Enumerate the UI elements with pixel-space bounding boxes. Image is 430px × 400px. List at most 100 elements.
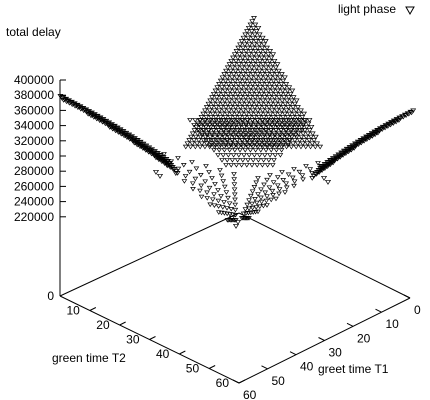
data-point <box>276 85 283 91</box>
data-point <box>299 128 305 133</box>
data-point <box>202 134 209 140</box>
data-point <box>255 52 262 58</box>
data-point <box>250 62 257 67</box>
data-point <box>210 101 217 107</box>
data-point <box>188 134 194 140</box>
data-point <box>264 108 271 114</box>
data-point <box>274 175 281 180</box>
data-point <box>296 111 303 117</box>
data-point <box>228 206 235 212</box>
data-point <box>262 190 269 196</box>
data-point <box>253 29 260 34</box>
x-tick-label: 50 <box>272 374 286 388</box>
data-point <box>296 169 303 175</box>
data-point <box>223 118 230 123</box>
data-point <box>265 158 272 163</box>
data-point <box>197 172 204 178</box>
data-point <box>222 123 229 128</box>
data-point <box>198 124 204 130</box>
data-point <box>244 91 251 97</box>
data-point <box>264 82 270 87</box>
data-point <box>248 143 255 148</box>
data-point <box>281 95 287 100</box>
data-point <box>245 72 252 77</box>
data-point <box>249 91 256 97</box>
data-point <box>261 182 267 188</box>
data-point <box>281 85 288 91</box>
data-point <box>264 143 271 148</box>
data-point <box>251 115 258 120</box>
data-point <box>264 177 270 183</box>
data-point <box>182 144 189 150</box>
x-tick-label: 40 <box>300 360 314 374</box>
data-point <box>214 111 221 117</box>
data-point <box>226 98 233 104</box>
data-point <box>289 124 296 130</box>
data-point <box>209 95 215 100</box>
data-point <box>277 101 284 107</box>
data-point <box>164 163 171 169</box>
data-point <box>216 82 222 87</box>
data-point <box>274 62 281 67</box>
data-point <box>315 161 321 166</box>
y-tick-label: 10 <box>66 304 80 318</box>
data-point <box>265 118 271 123</box>
data-point <box>274 183 281 188</box>
data-point <box>252 148 259 153</box>
x-tick <box>403 294 411 299</box>
data-point <box>249 82 256 87</box>
data-point <box>259 82 266 87</box>
data-point <box>192 118 199 123</box>
data-point <box>266 95 273 100</box>
data-point <box>238 216 245 221</box>
data-point <box>216 98 223 104</box>
data-point <box>286 138 293 143</box>
data-point <box>233 95 239 100</box>
data-point <box>232 115 239 120</box>
data-point <box>237 123 244 128</box>
data-point <box>227 143 234 148</box>
data-point <box>208 115 215 120</box>
data-point <box>257 49 264 54</box>
data-point <box>284 134 290 140</box>
data-point <box>269 98 276 104</box>
data-point <box>312 134 319 140</box>
data-point <box>230 72 237 77</box>
data-point <box>261 42 267 48</box>
data-point <box>243 85 249 91</box>
data-point <box>241 52 248 58</box>
data-point <box>225 91 232 97</box>
data-point <box>249 55 256 61</box>
data-point <box>243 143 250 148</box>
data-point <box>233 111 240 117</box>
data-point <box>314 141 321 147</box>
data-point <box>262 128 269 133</box>
y-tick <box>179 350 186 355</box>
data-point <box>280 78 287 84</box>
data-point <box>211 123 218 128</box>
data-point <box>233 75 240 81</box>
data-point <box>299 141 306 147</box>
data-point <box>248 111 255 117</box>
data-point <box>256 115 263 120</box>
data-point <box>287 91 294 97</box>
data-point <box>294 115 301 120</box>
x-axis-label: greet time T1 <box>318 362 389 376</box>
x-tick <box>261 365 268 370</box>
data-point <box>210 128 217 133</box>
data-point <box>240 98 247 104</box>
data-point <box>273 148 280 153</box>
data-point <box>223 85 230 91</box>
data-point <box>288 108 295 114</box>
data-point <box>235 82 242 87</box>
z-tick-label: 360000 <box>14 103 54 117</box>
data-point <box>285 172 292 178</box>
data-point <box>264 163 271 168</box>
data-point <box>278 128 285 133</box>
data-point <box>270 180 277 185</box>
data-point <box>263 91 270 97</box>
data-point <box>249 189 256 194</box>
data-point <box>203 105 210 110</box>
data-point <box>287 101 294 107</box>
data-point <box>276 95 283 100</box>
